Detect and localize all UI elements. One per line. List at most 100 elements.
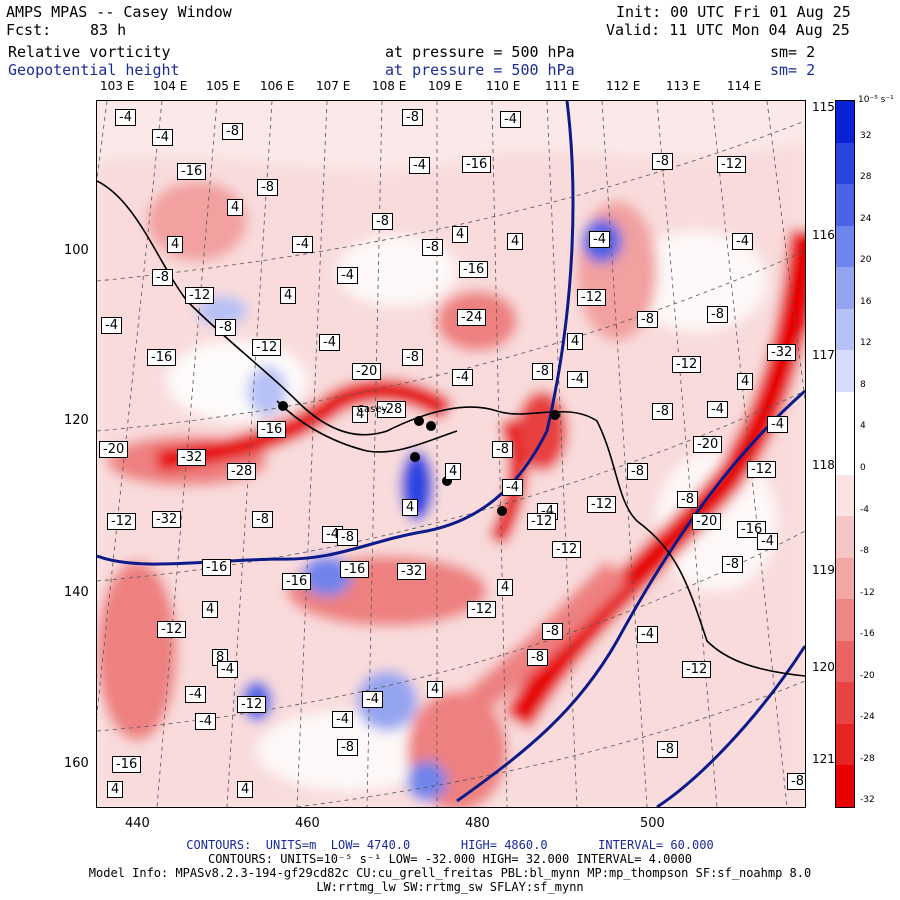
field1-pressure: at pressure = 500 hPa — [385, 43, 575, 61]
contour-value-label: -8 — [492, 441, 513, 458]
contour-value-label: 4 — [567, 333, 584, 350]
colorbar-label: -20 — [860, 670, 875, 681]
colorbar-segment — [836, 765, 854, 808]
colorbar — [835, 100, 855, 808]
contour-value-label: -12 — [552, 541, 582, 558]
contour-value-label: 4 — [280, 287, 297, 304]
contour-value-label: -12 — [107, 513, 137, 530]
y-tick-label: 160 — [64, 756, 89, 771]
colorbar-segment — [836, 516, 854, 559]
top-lon-label: 114 E — [727, 79, 762, 93]
x-tick-label: 440 — [125, 816, 150, 831]
contour-value-label: -16 — [340, 561, 370, 578]
field1-name: Relative vorticity — [8, 43, 171, 61]
contour-value-label: -20 — [352, 363, 382, 380]
colorbar-label: -24 — [860, 712, 875, 723]
footer-line4: LW:rrtmg_lw SW:rrtmg_sw SFLAY:sf_mynn — [316, 880, 584, 894]
footer1-interval: INTERVAL= 60.000 — [598, 838, 714, 852]
contour-value-label: 4 — [737, 373, 754, 390]
contour-value-label: -8 — [527, 649, 548, 666]
contour-value-label: 4 — [427, 681, 444, 698]
footer1-high: HIGH= 4860.0 — [460, 838, 548, 852]
contour-value-label: -16 — [459, 261, 489, 278]
field2-smoothing: sm= 2 — [770, 61, 816, 79]
colorbar-segment — [836, 391, 854, 434]
footer1-units: UNITS=m — [265, 838, 317, 852]
colorbar-segment — [836, 474, 854, 517]
contour-value-label: -12 — [527, 513, 557, 530]
contour-value-label: -4 — [292, 236, 313, 253]
contour-value-label: -8 — [422, 239, 443, 256]
contour-value-label: -8 — [222, 123, 243, 140]
contour-value-label: -8 — [402, 109, 423, 126]
y-tick-label: 120 — [64, 413, 89, 428]
contour-value-label: -4 — [767, 416, 788, 433]
contour-value-label: -8 — [215, 319, 236, 336]
valid-time: Valid: 11 UTC Mon 04 Aug 25 — [606, 21, 850, 39]
contour-value-label: -16 — [282, 573, 312, 590]
x-tick-label: 480 — [465, 816, 490, 831]
colorbar-segment — [836, 142, 854, 185]
colorbar-label: 12 — [860, 338, 872, 349]
colorbar-label: 20 — [860, 255, 872, 266]
colorbar-label: 28 — [860, 172, 872, 183]
contour-value-label: -32 — [397, 563, 427, 580]
contour-value-label: -8 — [722, 556, 743, 573]
y-tick-label: 100 — [64, 243, 89, 258]
contour-value-label: 4 — [352, 406, 369, 423]
contour-value-label: 4 — [202, 601, 219, 618]
top-lon-label: 109 E — [428, 79, 463, 93]
colorbar-units: 10⁻⁵ s⁻¹ — [858, 95, 894, 105]
contour-value-label: -12 — [717, 156, 747, 173]
contour-value-label: 4 — [507, 233, 524, 250]
colorbar-label: 24 — [860, 213, 872, 224]
top-lon-label: 107 E — [316, 79, 351, 93]
x-tick-label: 500 — [640, 816, 665, 831]
contour-value-label: -32 — [767, 344, 797, 361]
forecast-label: Fcst: — [6, 21, 52, 39]
top-lon-label: 111 E — [545, 79, 580, 93]
contour-value-label: -12 — [157, 621, 187, 638]
contour-value-label: -12 — [672, 356, 702, 373]
footer-line1: CONTOURS: UNITS=m LOW= 4740.0 HIGH= 4860… — [0, 839, 900, 852]
top-lon-label: 104 E — [153, 79, 188, 93]
contour-value-label: -4 — [589, 231, 610, 248]
colorbar-segment — [836, 433, 854, 476]
contour-value-label: -8 — [707, 306, 728, 323]
top-lon-label: 106 E — [260, 79, 295, 93]
top-lon-label: 110 E — [486, 79, 521, 93]
contour-value-label: -8 — [652, 403, 673, 420]
contour-value-label: -8 — [372, 213, 393, 230]
contour-value-label: 4 — [227, 199, 244, 216]
contour-value-label: 4 — [237, 781, 254, 798]
colorbar-label: 16 — [860, 296, 872, 307]
contour-value-label: -32 — [152, 511, 182, 528]
colorbar-segment — [836, 557, 854, 600]
contour-value-label: -8 — [402, 349, 423, 366]
y-tick-label: 140 — [64, 585, 89, 600]
colorbar-segment — [836, 184, 854, 227]
contour-value-label: -28 — [377, 401, 407, 418]
contour-value-label: -8 — [337, 739, 358, 756]
colorbar-label: 4 — [860, 421, 866, 432]
colorbar-segment — [836, 599, 854, 642]
contour-value-label: -4 — [217, 661, 238, 678]
field2-pressure: at pressure = 500 hPa — [385, 61, 575, 79]
top-lon-label: 103 E — [100, 79, 135, 93]
contour-value-label: -16 — [257, 421, 287, 438]
x-tick-label: 460 — [295, 816, 320, 831]
colorbar-label: -32 — [860, 795, 875, 806]
footer-line3: Model Info: MPASv8.2.3-194-gf29cd82c CU:… — [88, 866, 812, 880]
field1-smoothing: sm= 2 — [770, 43, 816, 61]
contour-value-label: -12 — [587, 496, 617, 513]
contour-value-label: -16 — [462, 156, 492, 173]
coastline — [97, 180, 805, 677]
colorbar-segment — [836, 267, 854, 310]
contour-value-label: -8 — [257, 179, 278, 196]
contour-value-label: 4 — [452, 226, 469, 243]
contour-value-label: -32 — [177, 449, 207, 466]
colorbar-segment — [836, 225, 854, 268]
top-lon-label: 108 E — [372, 79, 407, 93]
contour-value-label: -4 — [101, 317, 122, 334]
contour-value-label: -4 — [362, 691, 383, 708]
